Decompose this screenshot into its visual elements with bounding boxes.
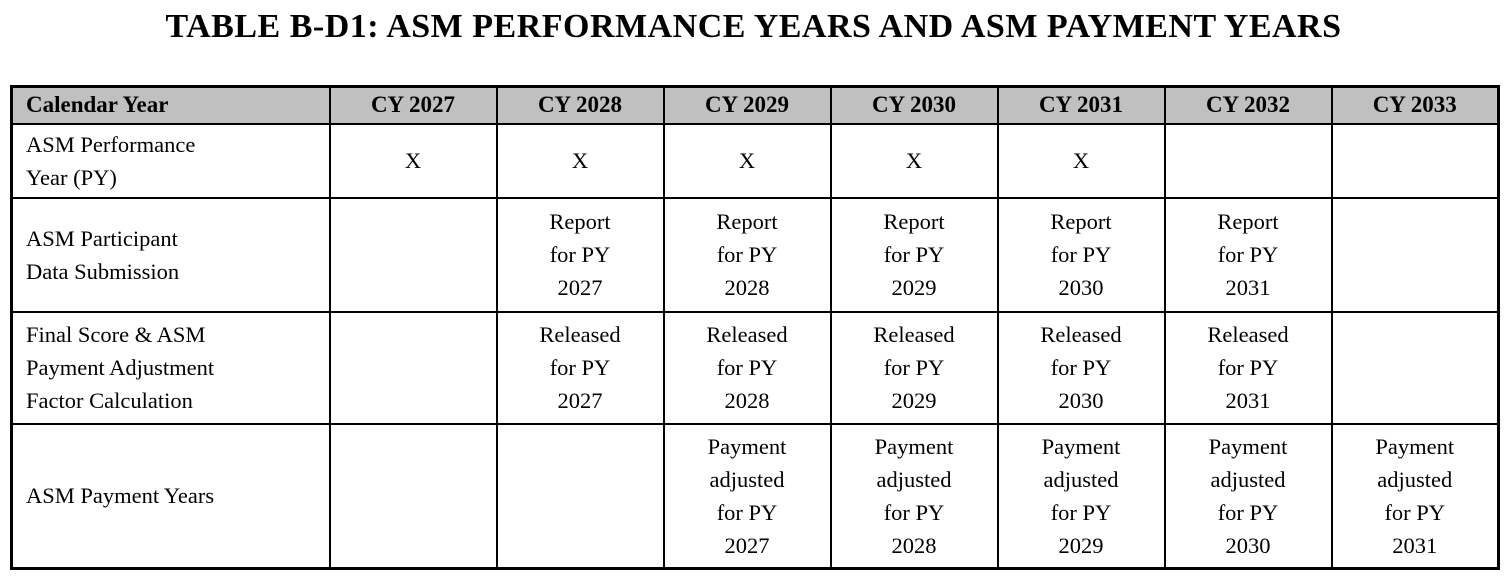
- table-cell: Payment adjusted for PY 2031: [1330, 422, 1500, 570]
- table-cell: [1163, 122, 1333, 199]
- table-cell: X: [495, 122, 665, 199]
- column-header-cy-2029: CY 2029: [662, 85, 832, 125]
- table-cell: [495, 422, 665, 570]
- table-cell: [328, 422, 498, 570]
- table-cell: [1330, 122, 1500, 199]
- table-cell: Released for PY 2027: [495, 310, 665, 425]
- column-header-cy-2033: CY 2033: [1330, 85, 1500, 125]
- table-cell: Payment adjusted for PY 2029: [996, 422, 1166, 570]
- table-cell: Report for PY 2027: [495, 196, 665, 313]
- table-cell: [1330, 310, 1500, 425]
- row-asm-performance-year: ASM Performance Year (PY) X X X X X: [10, 122, 1500, 199]
- table-cell: Report for PY 2028: [662, 196, 832, 313]
- table-cell: Released for PY 2029: [829, 310, 999, 425]
- table-cell: Payment adjusted for PY 2028: [829, 422, 999, 570]
- row-label-final-score-payment-adjustment: Final Score & ASM Payment Adjustment Fac…: [10, 310, 331, 425]
- column-header-cy-2031: CY 2031: [996, 85, 1166, 125]
- column-header-cy-2027: CY 2027: [328, 85, 498, 125]
- table-cell: Released for PY 2028: [662, 310, 832, 425]
- table-cell: Payment adjusted for PY 2027: [662, 422, 832, 570]
- table-cell: Released for PY 2030: [996, 310, 1166, 425]
- table-cell: [1330, 196, 1500, 313]
- table-title: TABLE B-D1: ASM PERFORMANCE YEARS AND AS…: [165, 8, 1342, 45]
- table-cell: [328, 310, 498, 425]
- row-label-asm-payment-years: ASM Payment Years: [10, 422, 331, 570]
- table-cell: X: [829, 122, 999, 199]
- column-header-cy-2028: CY 2028: [495, 85, 665, 125]
- header-row: Calendar Year CY 2027 CY 2028 CY 2029 CY…: [10, 85, 1500, 125]
- column-header-cy-2032: CY 2032: [1163, 85, 1333, 125]
- column-header-calendar-year: Calendar Year: [10, 85, 331, 125]
- table-cell: Released for PY 2031: [1163, 310, 1333, 425]
- row-label-asm-participant-data-submission: ASM Participant Data Submission: [10, 196, 331, 313]
- row-asm-payment-years: ASM Payment Years Payment adjusted for P…: [10, 422, 1500, 570]
- table-cell: Payment adjusted for PY 2030: [1163, 422, 1333, 570]
- asm-years-table: Calendar Year CY 2027 CY 2028 CY 2029 CY…: [10, 85, 1500, 570]
- column-header-cy-2030: CY 2030: [829, 85, 999, 125]
- table-cell: [328, 196, 498, 313]
- row-asm-participant-data-submission: ASM Participant Data Submission Report f…: [10, 196, 1500, 313]
- table-cell: X: [662, 122, 832, 199]
- row-label-asm-performance-year: ASM Performance Year (PY): [10, 122, 331, 199]
- table-cell: X: [996, 122, 1166, 199]
- table-cell: X: [328, 122, 498, 199]
- table-cell: Report for PY 2030: [996, 196, 1166, 313]
- table-cell: Report for PY 2029: [829, 196, 999, 313]
- row-final-score-payment-adjustment: Final Score & ASM Payment Adjustment Fac…: [10, 310, 1500, 425]
- table-cell: Report for PY 2031: [1163, 196, 1333, 313]
